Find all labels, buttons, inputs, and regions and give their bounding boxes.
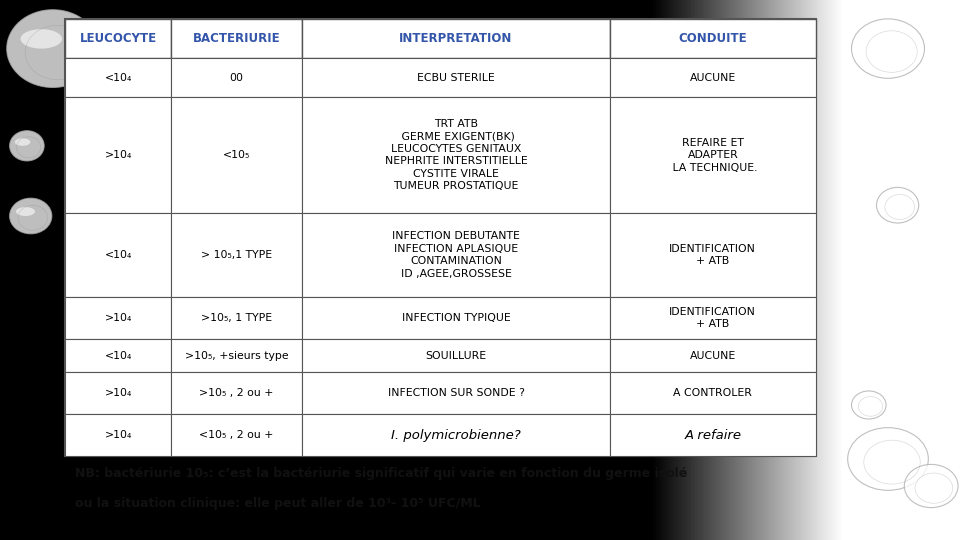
Ellipse shape xyxy=(16,207,35,216)
Text: >10₄: >10₄ xyxy=(105,430,132,440)
Text: TRT ATB
 GERME EXIGENT(BK)
LEUCOCYTES GENITAUX
NEPHRITE INTERSTITIELLE
CYSTITE V: TRT ATB GERME EXIGENT(BK) LEUCOCYTES GEN… xyxy=(385,119,527,191)
Bar xyxy=(65,414,171,456)
Ellipse shape xyxy=(852,391,886,419)
Text: A refaire: A refaire xyxy=(684,429,741,442)
Text: A CONTROLER: A CONTROLER xyxy=(673,388,753,399)
Text: 00: 00 xyxy=(229,72,244,83)
Bar xyxy=(171,213,302,297)
Bar xyxy=(171,97,302,213)
Ellipse shape xyxy=(904,464,958,508)
Text: >10₄: >10₄ xyxy=(105,313,132,323)
Bar xyxy=(610,297,816,339)
Bar xyxy=(65,373,171,414)
Bar xyxy=(302,19,610,58)
Text: <10₅ , 2 ou +: <10₅ , 2 ou + xyxy=(200,430,274,440)
Bar xyxy=(171,297,302,339)
Text: INFECTION DEBUTANTE
INFECTION APLASIQUE
CONTAMINATION
ID ,AGEE,GROSSESE: INFECTION DEBUTANTE INFECTION APLASIQUE … xyxy=(392,232,520,279)
Text: CONDUITE: CONDUITE xyxy=(679,32,747,45)
Bar xyxy=(610,373,816,414)
Ellipse shape xyxy=(860,443,896,459)
Text: NB: bactériurie 10₅: c’est la bactériurie significatif qui varie en fonction du : NB: bactériurie 10₅: c’est la bactériuri… xyxy=(75,467,687,480)
Text: INFECTION TYPIQUE: INFECTION TYPIQUE xyxy=(401,313,511,323)
Text: ou la situation clinique: elle peut aller de 10³- 10⁵ UFC/ML: ou la situation clinique: elle peut alle… xyxy=(75,497,481,510)
Bar xyxy=(302,414,610,456)
Text: INFECTION SUR SONDE ?: INFECTION SUR SONDE ? xyxy=(388,388,524,399)
Ellipse shape xyxy=(10,131,44,161)
Text: >10₄: >10₄ xyxy=(105,150,132,160)
Text: AUCUNE: AUCUNE xyxy=(689,350,736,361)
Bar xyxy=(610,213,816,297)
Text: LEUCOCYTE: LEUCOCYTE xyxy=(80,32,156,45)
Bar xyxy=(610,97,816,213)
Bar xyxy=(65,213,171,297)
Bar xyxy=(65,58,171,97)
Bar xyxy=(302,213,610,297)
Bar xyxy=(171,414,302,456)
Bar xyxy=(65,97,171,213)
Ellipse shape xyxy=(852,19,924,78)
Bar xyxy=(302,97,610,213)
Bar xyxy=(302,58,610,97)
Bar xyxy=(171,19,302,58)
Text: <10₅: <10₅ xyxy=(223,150,251,160)
Text: IDENTIFICATION
+ ATB: IDENTIFICATION + ATB xyxy=(669,307,756,329)
Text: <10₄: <10₄ xyxy=(105,72,132,83)
Bar xyxy=(610,339,816,373)
Bar xyxy=(302,373,610,414)
Text: I. polymicrobienne?: I. polymicrobienne? xyxy=(391,429,521,442)
Text: IDENTIFICATION
+ ATB: IDENTIFICATION + ATB xyxy=(669,244,756,266)
Text: >10₅ , 2 ou +: >10₅ , 2 ou + xyxy=(200,388,274,399)
Bar xyxy=(65,19,171,58)
Bar xyxy=(171,373,302,414)
Text: <10₄: <10₄ xyxy=(105,250,132,260)
Text: BACTERIURIE: BACTERIURIE xyxy=(193,32,280,45)
Ellipse shape xyxy=(14,138,31,146)
Text: > 10₅,1 TYPE: > 10₅,1 TYPE xyxy=(201,250,273,260)
Ellipse shape xyxy=(20,29,62,49)
Bar xyxy=(65,297,171,339)
Text: >10₄: >10₄ xyxy=(105,388,132,399)
Ellipse shape xyxy=(848,428,928,490)
Text: INTERPRETATION: INTERPRETATION xyxy=(399,32,513,45)
Text: REFAIRE ET
ADAPTER
 LA TECHNIQUE.: REFAIRE ET ADAPTER LA TECHNIQUE. xyxy=(668,138,757,173)
Ellipse shape xyxy=(876,187,919,223)
Bar xyxy=(171,339,302,373)
Bar xyxy=(302,339,610,373)
Bar xyxy=(610,414,816,456)
Text: <10₄: <10₄ xyxy=(105,350,132,361)
Bar xyxy=(302,297,610,339)
Bar xyxy=(171,58,302,97)
Text: AUCUNE: AUCUNE xyxy=(689,72,736,83)
Bar xyxy=(610,58,816,97)
Text: SOUILLURE: SOUILLURE xyxy=(425,350,487,361)
Ellipse shape xyxy=(912,475,937,486)
Ellipse shape xyxy=(856,398,873,405)
Bar xyxy=(610,19,816,58)
Ellipse shape xyxy=(883,197,901,205)
Text: ECBU STERILE: ECBU STERILE xyxy=(418,72,494,83)
Ellipse shape xyxy=(862,33,896,49)
Text: >10₅, +sieurs type: >10₅, +sieurs type xyxy=(185,350,288,361)
Bar xyxy=(65,19,816,456)
Text: >10₅, 1 TYPE: >10₅, 1 TYPE xyxy=(201,313,273,323)
Ellipse shape xyxy=(7,10,99,87)
Ellipse shape xyxy=(10,198,52,234)
Bar xyxy=(65,339,171,373)
